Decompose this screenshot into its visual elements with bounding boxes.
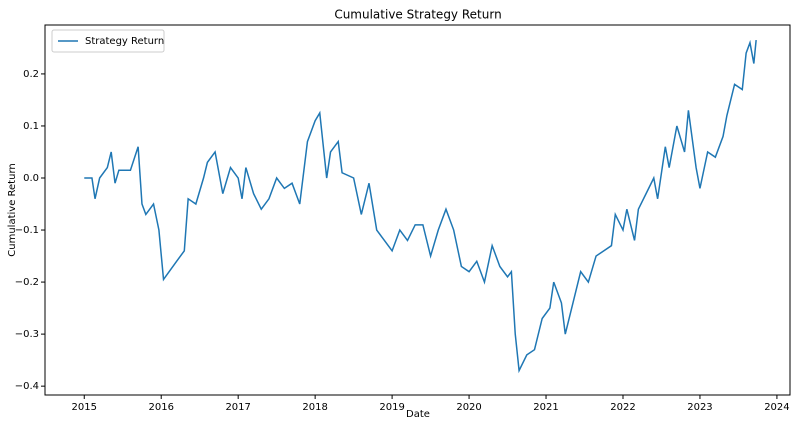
x-tick-label: 2024 — [764, 402, 789, 413]
legend-label: Strategy Return — [85, 36, 164, 47]
x-tick-label: 2019 — [379, 402, 404, 413]
x-tick-label: 2023 — [687, 402, 712, 413]
y-tick-label: −0.4 — [15, 381, 39, 392]
y-axis-label: Cumulative Return — [7, 163, 18, 256]
y-tick-label: 0.2 — [23, 69, 39, 80]
plot-frame — [44, 24, 791, 396]
line-series — [84, 39, 757, 374]
y-tick-label: −0.2 — [15, 277, 39, 288]
x-tick-label: 2015 — [72, 402, 97, 413]
y-tick-label: −0.1 — [15, 225, 39, 236]
x-tick-label: 2016 — [148, 402, 173, 413]
y-tick-label: 0.0 — [23, 173, 39, 184]
x-tick-label: 2021 — [533, 402, 558, 413]
x-tick-label: 2022 — [610, 402, 635, 413]
x-tick-label: 2017 — [225, 402, 250, 413]
y-tick-label: −0.3 — [15, 329, 39, 340]
legend-box — [51, 29, 165, 53]
x-tick-label: 2020 — [456, 402, 481, 413]
chart-title: Cumulative Strategy Return — [334, 8, 501, 22]
x-axis-label: Date — [406, 409, 430, 420]
x-tick-label: 2018 — [302, 402, 327, 413]
y-tick-label: 0.1 — [23, 121, 39, 132]
